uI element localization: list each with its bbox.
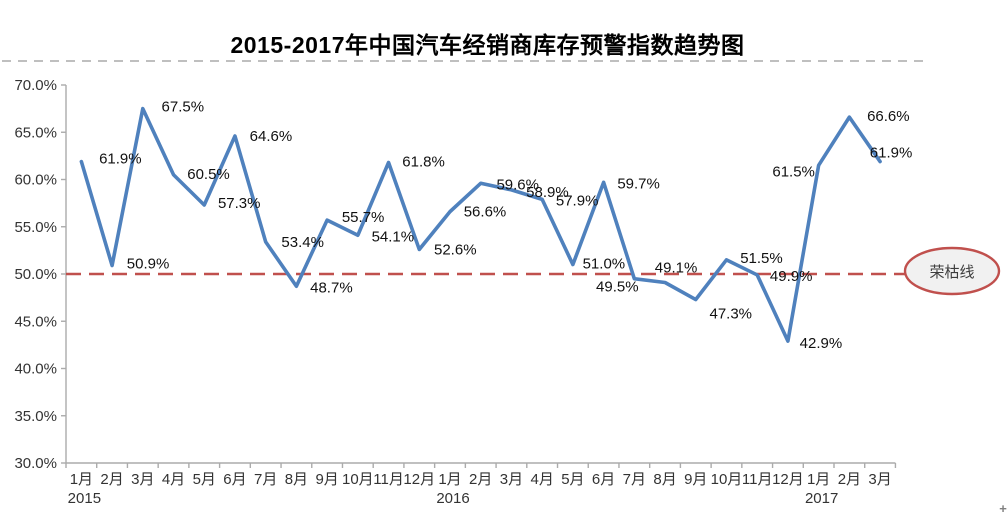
x-month-label: 7月: [623, 471, 646, 488]
x-month-label: 11月: [373, 471, 404, 488]
data-label: 54.1%: [372, 228, 415, 245]
data-label: 61.9%: [870, 145, 913, 162]
data-label: 56.6%: [464, 204, 507, 221]
annotation-label: 荣枯线: [929, 264, 974, 281]
x-month-label: 11月: [742, 471, 773, 488]
data-label: 48.7%: [310, 279, 353, 296]
data-label: 59.7%: [617, 175, 660, 192]
y-tick-label: 40.0%: [14, 361, 57, 378]
y-tick-label: 50.0%: [14, 266, 57, 283]
x-month-label: 7月: [254, 471, 277, 488]
y-tick-label: 55.0%: [14, 219, 57, 236]
x-month-label: 6月: [592, 471, 615, 488]
data-label: 53.4%: [281, 234, 324, 251]
data-label: 61.8%: [402, 153, 445, 170]
data-label: 51.0%: [583, 256, 626, 273]
y-tick-label: 45.0%: [14, 313, 57, 330]
data-label: 67.5%: [162, 99, 205, 116]
y-tick-label: 60.0%: [14, 172, 57, 189]
x-month-label: 6月: [223, 471, 246, 488]
data-label: 42.9%: [800, 335, 843, 352]
x-month-label: 2月: [838, 471, 861, 488]
x-month-label: 12月: [772, 471, 804, 488]
data-label: 61.9%: [99, 151, 142, 168]
x-month-label: 1月: [807, 471, 830, 488]
x-month-label: 3月: [500, 471, 523, 488]
x-month-label: 3月: [868, 471, 891, 488]
x-month-label: 2月: [469, 471, 492, 488]
x-month-label: 9月: [684, 471, 707, 488]
x-month-label: 4月: [162, 471, 185, 488]
data-label: 59.6%: [496, 176, 539, 193]
data-label: 49.5%: [596, 279, 639, 296]
y-tick-label: 70.0%: [14, 77, 57, 94]
x-month-label: 8月: [285, 471, 308, 488]
data-label: 55.7%: [342, 209, 385, 226]
data-label: 50.9%: [127, 255, 170, 272]
corner-plus-glyph: +: [999, 501, 1007, 516]
x-year-label: 2015: [68, 490, 101, 507]
x-month-label: 12月: [403, 471, 435, 488]
x-month-label: 3月: [131, 471, 154, 488]
data-label: 64.6%: [250, 128, 293, 145]
x-month-label: 10月: [711, 471, 743, 488]
chart-title: 2015-2017年中国汽车经销商库存预警指数趋势图: [230, 32, 745, 58]
x-month-label: 5月: [561, 471, 584, 488]
data-label: 60.5%: [187, 166, 230, 183]
data-label: 49.1%: [655, 260, 698, 277]
x-month-label: 4月: [530, 471, 553, 488]
data-label: 57.9%: [556, 192, 599, 209]
annotation-ellipse: [903, 246, 1001, 296]
x-month-label: 2月: [100, 471, 123, 488]
x-month-label: 8月: [653, 471, 676, 488]
data-label: 52.6%: [434, 241, 477, 258]
data-label: 57.3%: [218, 195, 261, 212]
data-label: 61.5%: [772, 163, 815, 180]
y-tick-label: 30.0%: [14, 455, 57, 472]
x-month-label: 10月: [342, 471, 374, 488]
data-label: 58.9%: [526, 184, 569, 201]
trend-line: [79, 106, 882, 343]
data-label: 47.3%: [709, 306, 752, 323]
x-month-label: 9月: [315, 471, 338, 488]
y-tick-label: 35.0%: [14, 408, 57, 425]
data-label: 51.5%: [740, 250, 783, 267]
x-year-label: 2016: [436, 490, 469, 507]
y-tick-label: 65.0%: [14, 124, 57, 141]
x-year-label: 2017: [805, 490, 838, 507]
x-month-label: 5月: [193, 471, 216, 488]
x-month-label: 1月: [438, 471, 461, 488]
data-label: 66.6%: [867, 108, 910, 125]
data-label: 49.9%: [770, 268, 813, 285]
x-month-label: 1月: [70, 471, 93, 488]
